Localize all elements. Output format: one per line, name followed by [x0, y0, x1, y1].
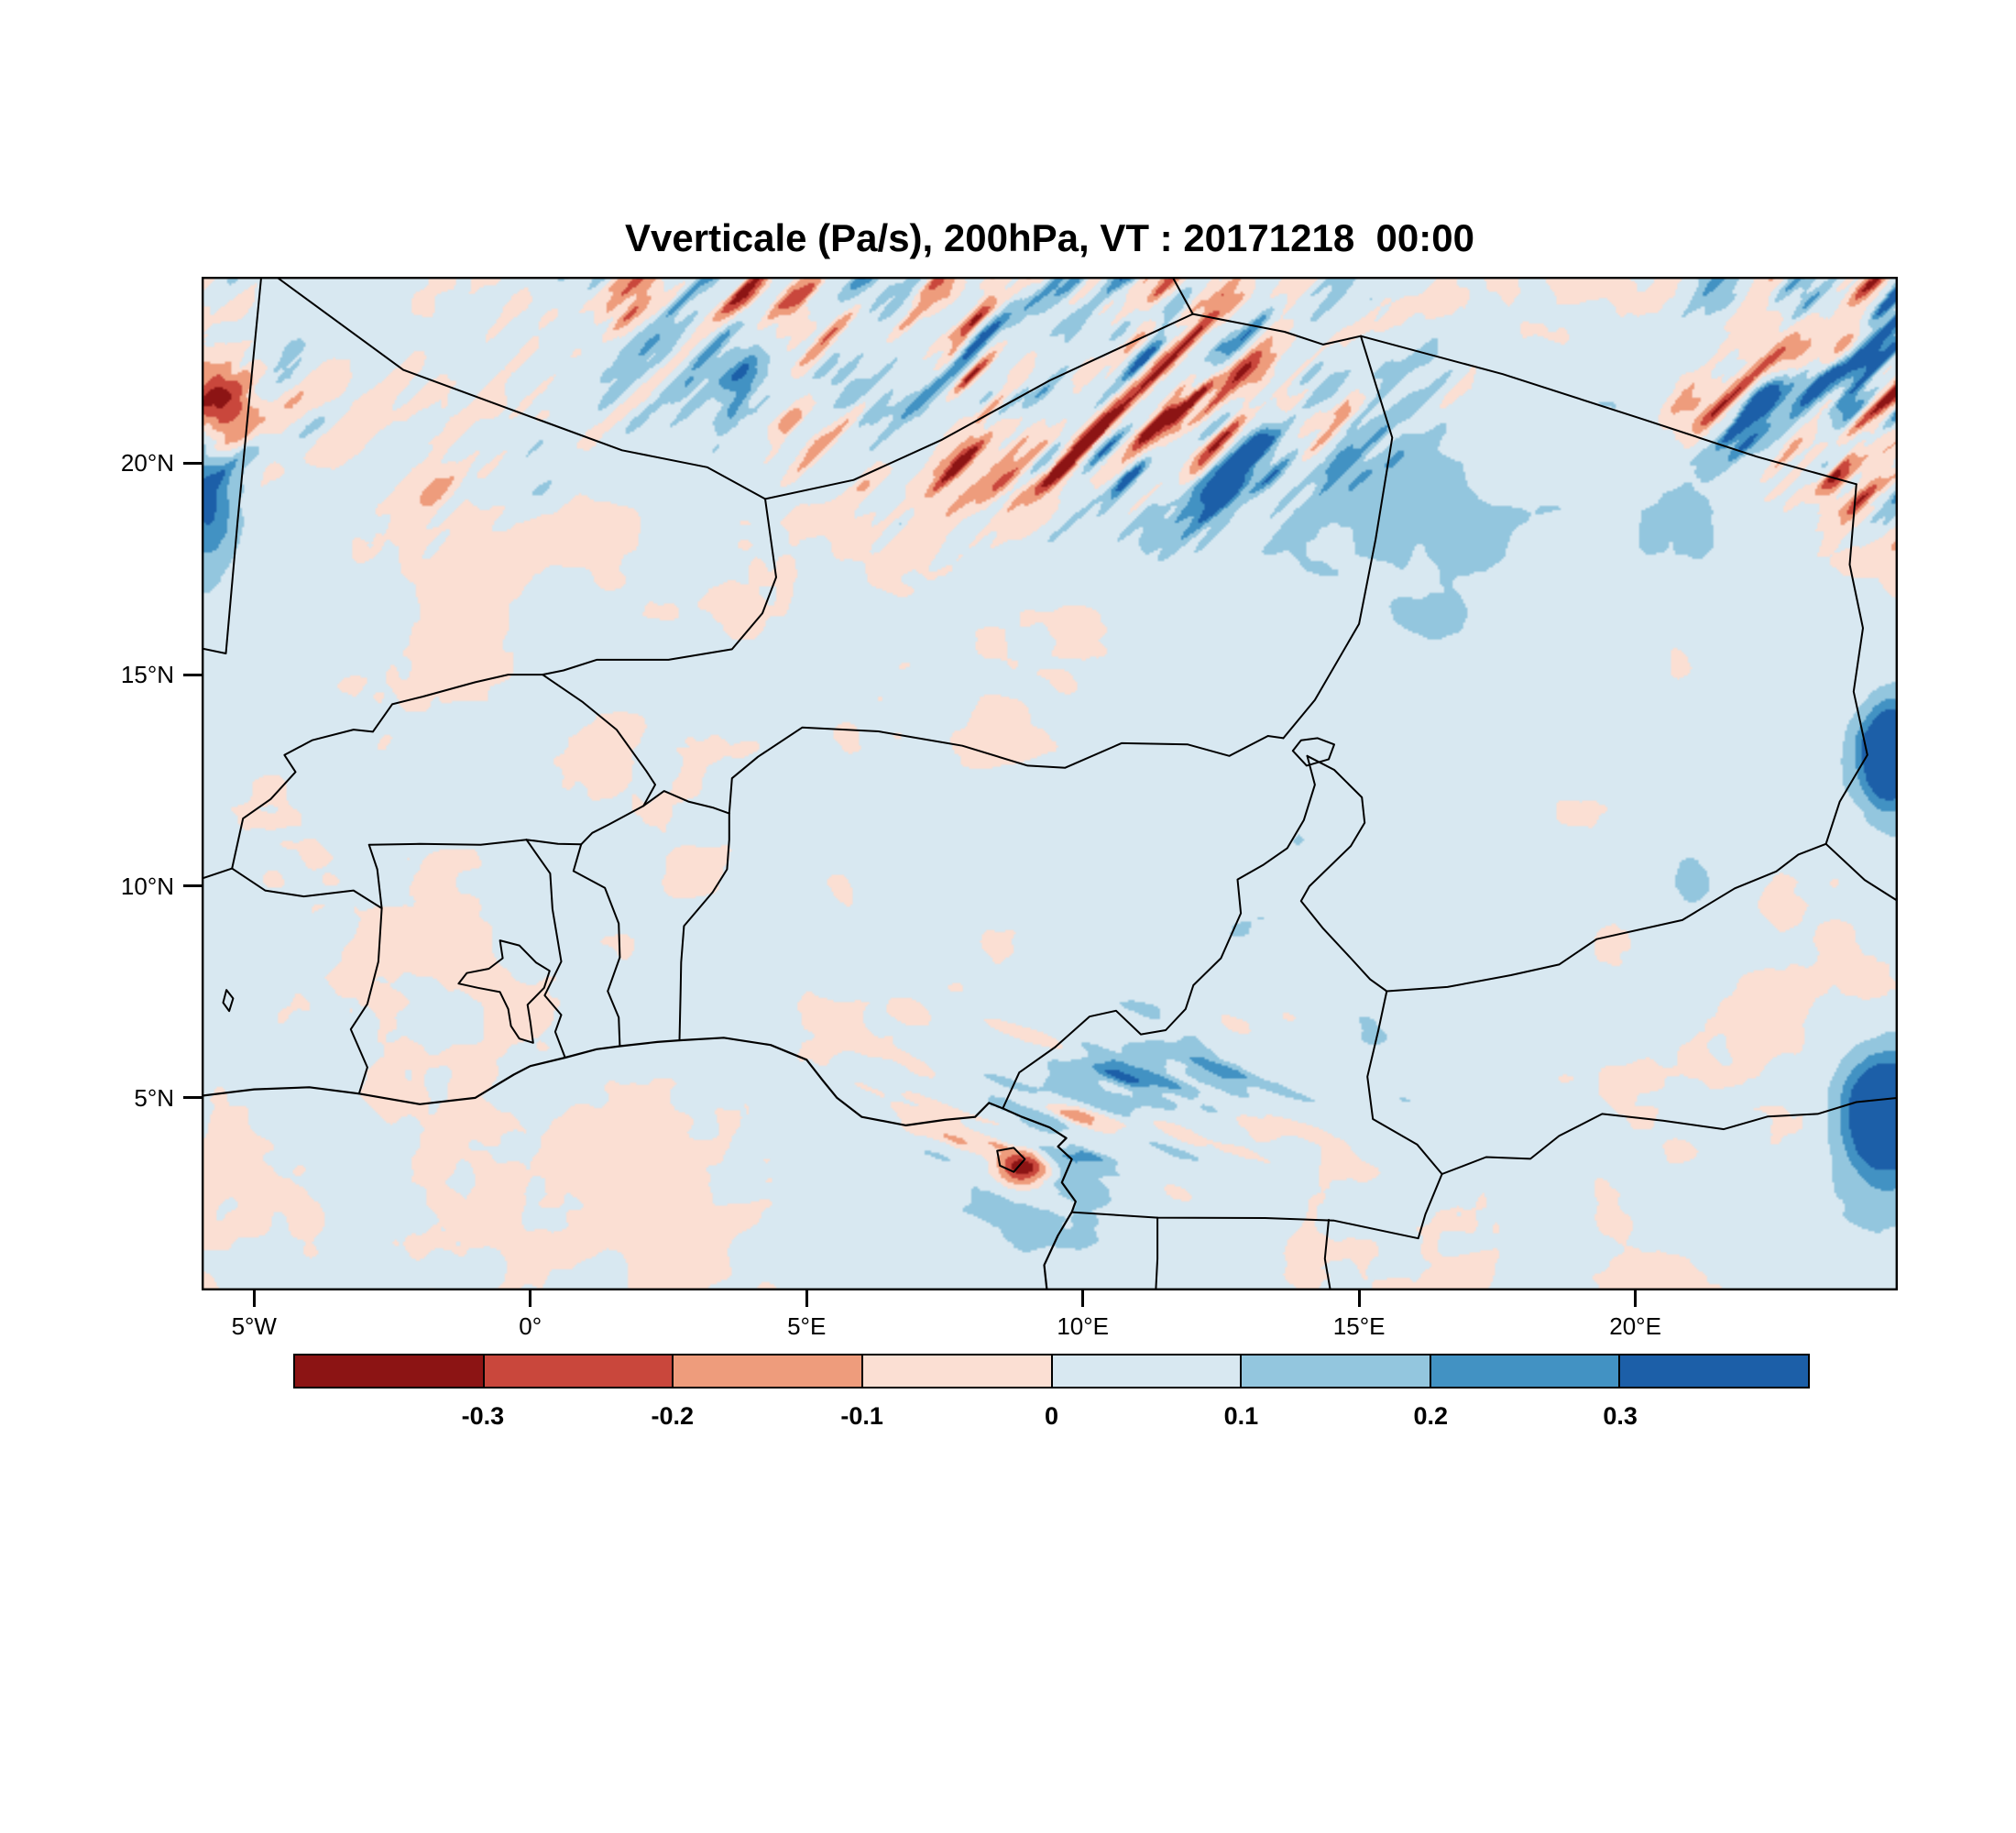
border-gabon-congo: [1323, 1218, 1331, 1290]
border-niger-nigeria: [728, 726, 1285, 815]
colorbar-label: 0.1: [1223, 1402, 1259, 1430]
y-axis-tick-label: 20°N: [120, 449, 174, 477]
border-mali-niger: [542, 498, 777, 676]
colorbar-segment: [1429, 1356, 1619, 1387]
border-cameroon-south: [1070, 1173, 1443, 1240]
map-plot: [202, 277, 1898, 1290]
x-axis-tick-label: 5°E: [787, 1312, 827, 1340]
y-axis-tick: [183, 461, 202, 465]
colorbar-label: -0.1: [840, 1402, 883, 1430]
border-mali-cotedivoire: [202, 867, 234, 880]
border-libya-niger: [1191, 313, 1362, 346]
border-algeria-libya: [1171, 277, 1194, 315]
border-chad-sudan: [1824, 483, 1868, 845]
y-axis-tick-label: 5°N: [134, 1083, 174, 1112]
coastline: [202, 1037, 1077, 1290]
border-ghana-burkina: [367, 839, 528, 909]
map-borders-overlay: [202, 277, 1898, 1290]
border-cameroon-car: [1366, 990, 1443, 1175]
border-eqguinea-gabon: [1155, 1216, 1159, 1290]
border-benin-burkina: [580, 805, 645, 846]
colorbar-segment: [482, 1356, 673, 1387]
lake-kossou-outline: [222, 989, 235, 1013]
y-axis-tick-label: 15°N: [120, 661, 174, 689]
colorbar-segment: [1050, 1356, 1241, 1387]
border-ghana-togo: [525, 839, 566, 1059]
border-cameroon-chad: [1299, 754, 1388, 993]
x-axis-tick: [529, 1290, 532, 1307]
plot-title: Vverticale (Pa/s), 200hPa, VT : 20171218…: [625, 216, 1474, 259]
colorbar-label: -0.2: [651, 1402, 695, 1430]
field-canvas: [202, 277, 1898, 1290]
border-togo-burkina: [525, 839, 583, 846]
x-axis-tick: [1634, 1290, 1638, 1307]
border-mali-burkina: [231, 674, 543, 870]
border-cotedivoire-burkina: [231, 867, 383, 909]
colorbar: [293, 1354, 1810, 1388]
bioko-island-outline: [996, 1147, 1026, 1173]
border-car-drc-ubangi: [1441, 1096, 1898, 1175]
x-axis-tick-label: 5°W: [231, 1312, 277, 1340]
colorbar-label: 0.2: [1413, 1402, 1449, 1430]
y-axis-tick-label: 10°N: [120, 872, 174, 900]
border-burkina-niger: [542, 674, 656, 807]
colorbar-segment: [672, 1356, 861, 1387]
x-axis-tick-label: 15°E: [1332, 1312, 1386, 1340]
colorbar-label: 0: [1044, 1402, 1059, 1430]
colorbar-segment: [1240, 1356, 1430, 1387]
colorbar-segment: [295, 1356, 483, 1387]
y-axis-tick: [183, 1096, 202, 1100]
border-mauritania-mali: [202, 277, 263, 654]
x-axis-tick: [1357, 1290, 1361, 1307]
border-car-sudan: [1824, 842, 1898, 903]
border-niger-chad: [1282, 335, 1394, 740]
border-algeria-niger: [764, 313, 1194, 500]
border-benin-nigeria: [678, 812, 730, 1042]
x-axis-tick-label: 10°E: [1057, 1312, 1110, 1340]
border-chad-car: [1386, 842, 1827, 993]
border-cotedivoire-ghana: [349, 907, 383, 1095]
colorbar-segment: [860, 1356, 1051, 1387]
border-algeria-mali: [275, 277, 766, 500]
border-nigeria-cameroon: [1002, 754, 1316, 1110]
x-axis-tick-label: 0°: [519, 1312, 542, 1340]
colorbar-label: 0.3: [1603, 1402, 1638, 1430]
x-axis-tick-label: 20°E: [1609, 1312, 1661, 1340]
x-axis-tick: [252, 1290, 256, 1307]
colorbar-label: -0.3: [461, 1402, 505, 1430]
y-axis-tick: [183, 884, 202, 888]
border-libya-chad: [1360, 335, 1857, 486]
colorbar-segment: [1618, 1356, 1808, 1387]
border-togo-benin: [572, 843, 621, 1048]
x-axis-tick: [1081, 1290, 1085, 1307]
y-axis-tick: [183, 673, 202, 676]
map-frame: [202, 277, 1898, 1290]
lake-volta-outline: [457, 939, 551, 1044]
lake-chad-outline: [1291, 737, 1335, 767]
x-axis-tick: [805, 1290, 808, 1307]
border-benin-niger: [642, 790, 730, 815]
